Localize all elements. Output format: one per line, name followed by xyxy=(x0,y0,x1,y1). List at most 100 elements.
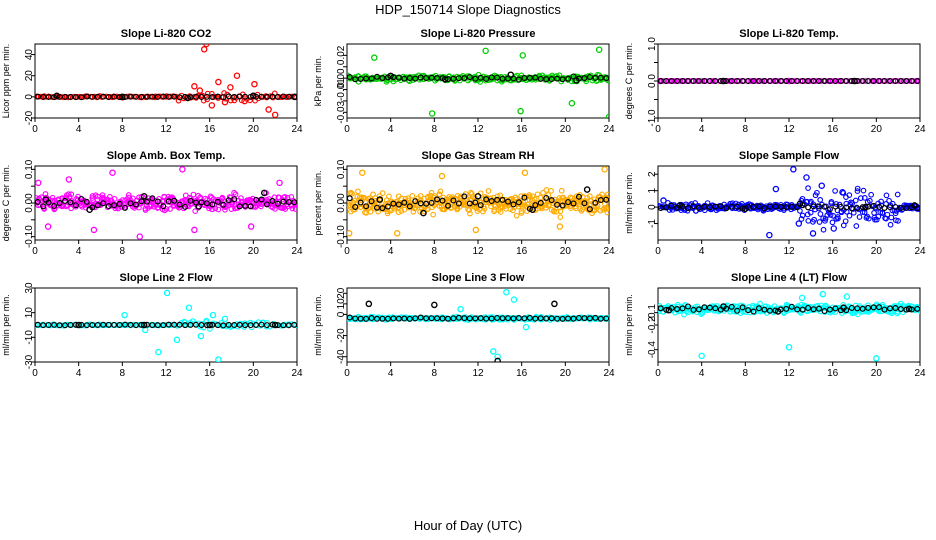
reference-point xyxy=(583,186,591,193)
y-tick-label: 0 xyxy=(24,94,35,100)
reference-point xyxy=(434,196,441,203)
reference-point xyxy=(777,203,784,210)
data-point xyxy=(822,217,828,224)
reference-point xyxy=(783,203,790,210)
reference-point xyxy=(570,200,577,207)
reference-point xyxy=(701,304,708,311)
data-point xyxy=(517,107,524,115)
data-point xyxy=(854,185,861,192)
reference-point xyxy=(543,315,550,322)
reference-point xyxy=(521,315,528,322)
reference-point xyxy=(903,205,910,212)
panel-title: Slope Li-820 CO2 xyxy=(121,28,211,40)
y-tick-label: 0.00 xyxy=(336,193,347,213)
data-point xyxy=(805,185,811,191)
reference-point xyxy=(379,75,386,82)
reference-point xyxy=(755,77,762,84)
reference-point xyxy=(870,202,877,209)
panel-5: Slope Gas Stream RH 0 4 8 12 16 20 24 -0.10 0.00 0… xyxy=(313,150,615,257)
x-tick-label: 12 xyxy=(783,368,795,379)
reference-point xyxy=(766,203,773,210)
reference-point xyxy=(472,315,479,322)
reference-point xyxy=(859,305,866,312)
reference-point xyxy=(750,77,757,84)
data-point xyxy=(585,207,592,214)
reference-point xyxy=(187,321,194,328)
reference-point xyxy=(881,306,888,313)
reference-point xyxy=(258,196,265,203)
reference-point xyxy=(676,202,684,209)
reference-point xyxy=(236,321,243,328)
reference-point xyxy=(176,201,183,208)
figure-title: HDP_150714 Slope Diagnostics xyxy=(375,2,561,17)
x-tick-label: 4 xyxy=(76,124,82,135)
x-tick-label: 24 xyxy=(603,124,615,135)
data-point xyxy=(482,47,489,55)
data-point xyxy=(865,215,872,222)
reference-point xyxy=(832,203,839,210)
data-point xyxy=(606,197,609,203)
reference-point xyxy=(734,77,741,84)
reference-point xyxy=(231,196,238,203)
reference-point xyxy=(214,322,221,329)
reference-point xyxy=(466,200,473,207)
data-point xyxy=(797,208,803,214)
data-point xyxy=(271,111,279,118)
reference-point xyxy=(209,93,216,100)
reference-point xyxy=(772,77,779,84)
data-point xyxy=(371,54,378,61)
reference-point xyxy=(674,305,681,312)
reference-point xyxy=(788,77,795,84)
data-point xyxy=(560,194,567,201)
x-tick-label: 0 xyxy=(32,124,38,135)
reference-point xyxy=(862,203,869,211)
data-point xyxy=(807,209,814,216)
reference-point xyxy=(94,321,101,328)
reference-point xyxy=(876,203,883,210)
data-point xyxy=(386,193,392,200)
reference-point xyxy=(658,305,664,312)
reference-point xyxy=(761,205,768,212)
reference-point xyxy=(837,203,844,210)
data-point xyxy=(519,52,527,59)
reference-point xyxy=(794,77,801,84)
reference-point xyxy=(483,196,490,203)
reference-point xyxy=(100,321,107,328)
data-point xyxy=(136,94,142,101)
reference-point xyxy=(723,77,730,84)
data-point xyxy=(469,191,475,197)
data-point xyxy=(542,202,549,208)
reference-point xyxy=(401,199,408,206)
reference-point xyxy=(521,74,528,81)
x-tick-label: 8 xyxy=(120,246,126,257)
reference-point xyxy=(441,75,449,83)
y-tick-label: -1 xyxy=(647,219,658,228)
y-tick-label: -0.1 xyxy=(647,304,658,322)
data-point xyxy=(348,189,354,196)
reference-point xyxy=(122,321,129,328)
reference-point xyxy=(706,304,713,311)
data-point xyxy=(163,289,171,297)
reference-point xyxy=(122,204,129,211)
reference-point xyxy=(374,204,381,211)
data-point xyxy=(790,166,797,173)
reference-point xyxy=(810,203,817,210)
data-point xyxy=(698,352,705,360)
reference-point xyxy=(537,199,544,206)
reference-point xyxy=(543,76,550,83)
reference-point xyxy=(138,198,145,205)
reference-point xyxy=(263,322,270,329)
data-point xyxy=(405,195,411,202)
reference-point xyxy=(78,321,85,328)
data-point xyxy=(548,188,554,194)
reference-point xyxy=(461,193,468,200)
data-point xyxy=(232,191,239,198)
reference-point xyxy=(720,77,727,85)
y-tick-label: -1.0 xyxy=(647,109,658,127)
data-point xyxy=(867,197,873,204)
panel-title: Slope Line 2 Flow xyxy=(120,272,213,284)
reference-point xyxy=(132,93,139,100)
reference-point xyxy=(526,74,533,81)
reference-point xyxy=(690,306,697,313)
